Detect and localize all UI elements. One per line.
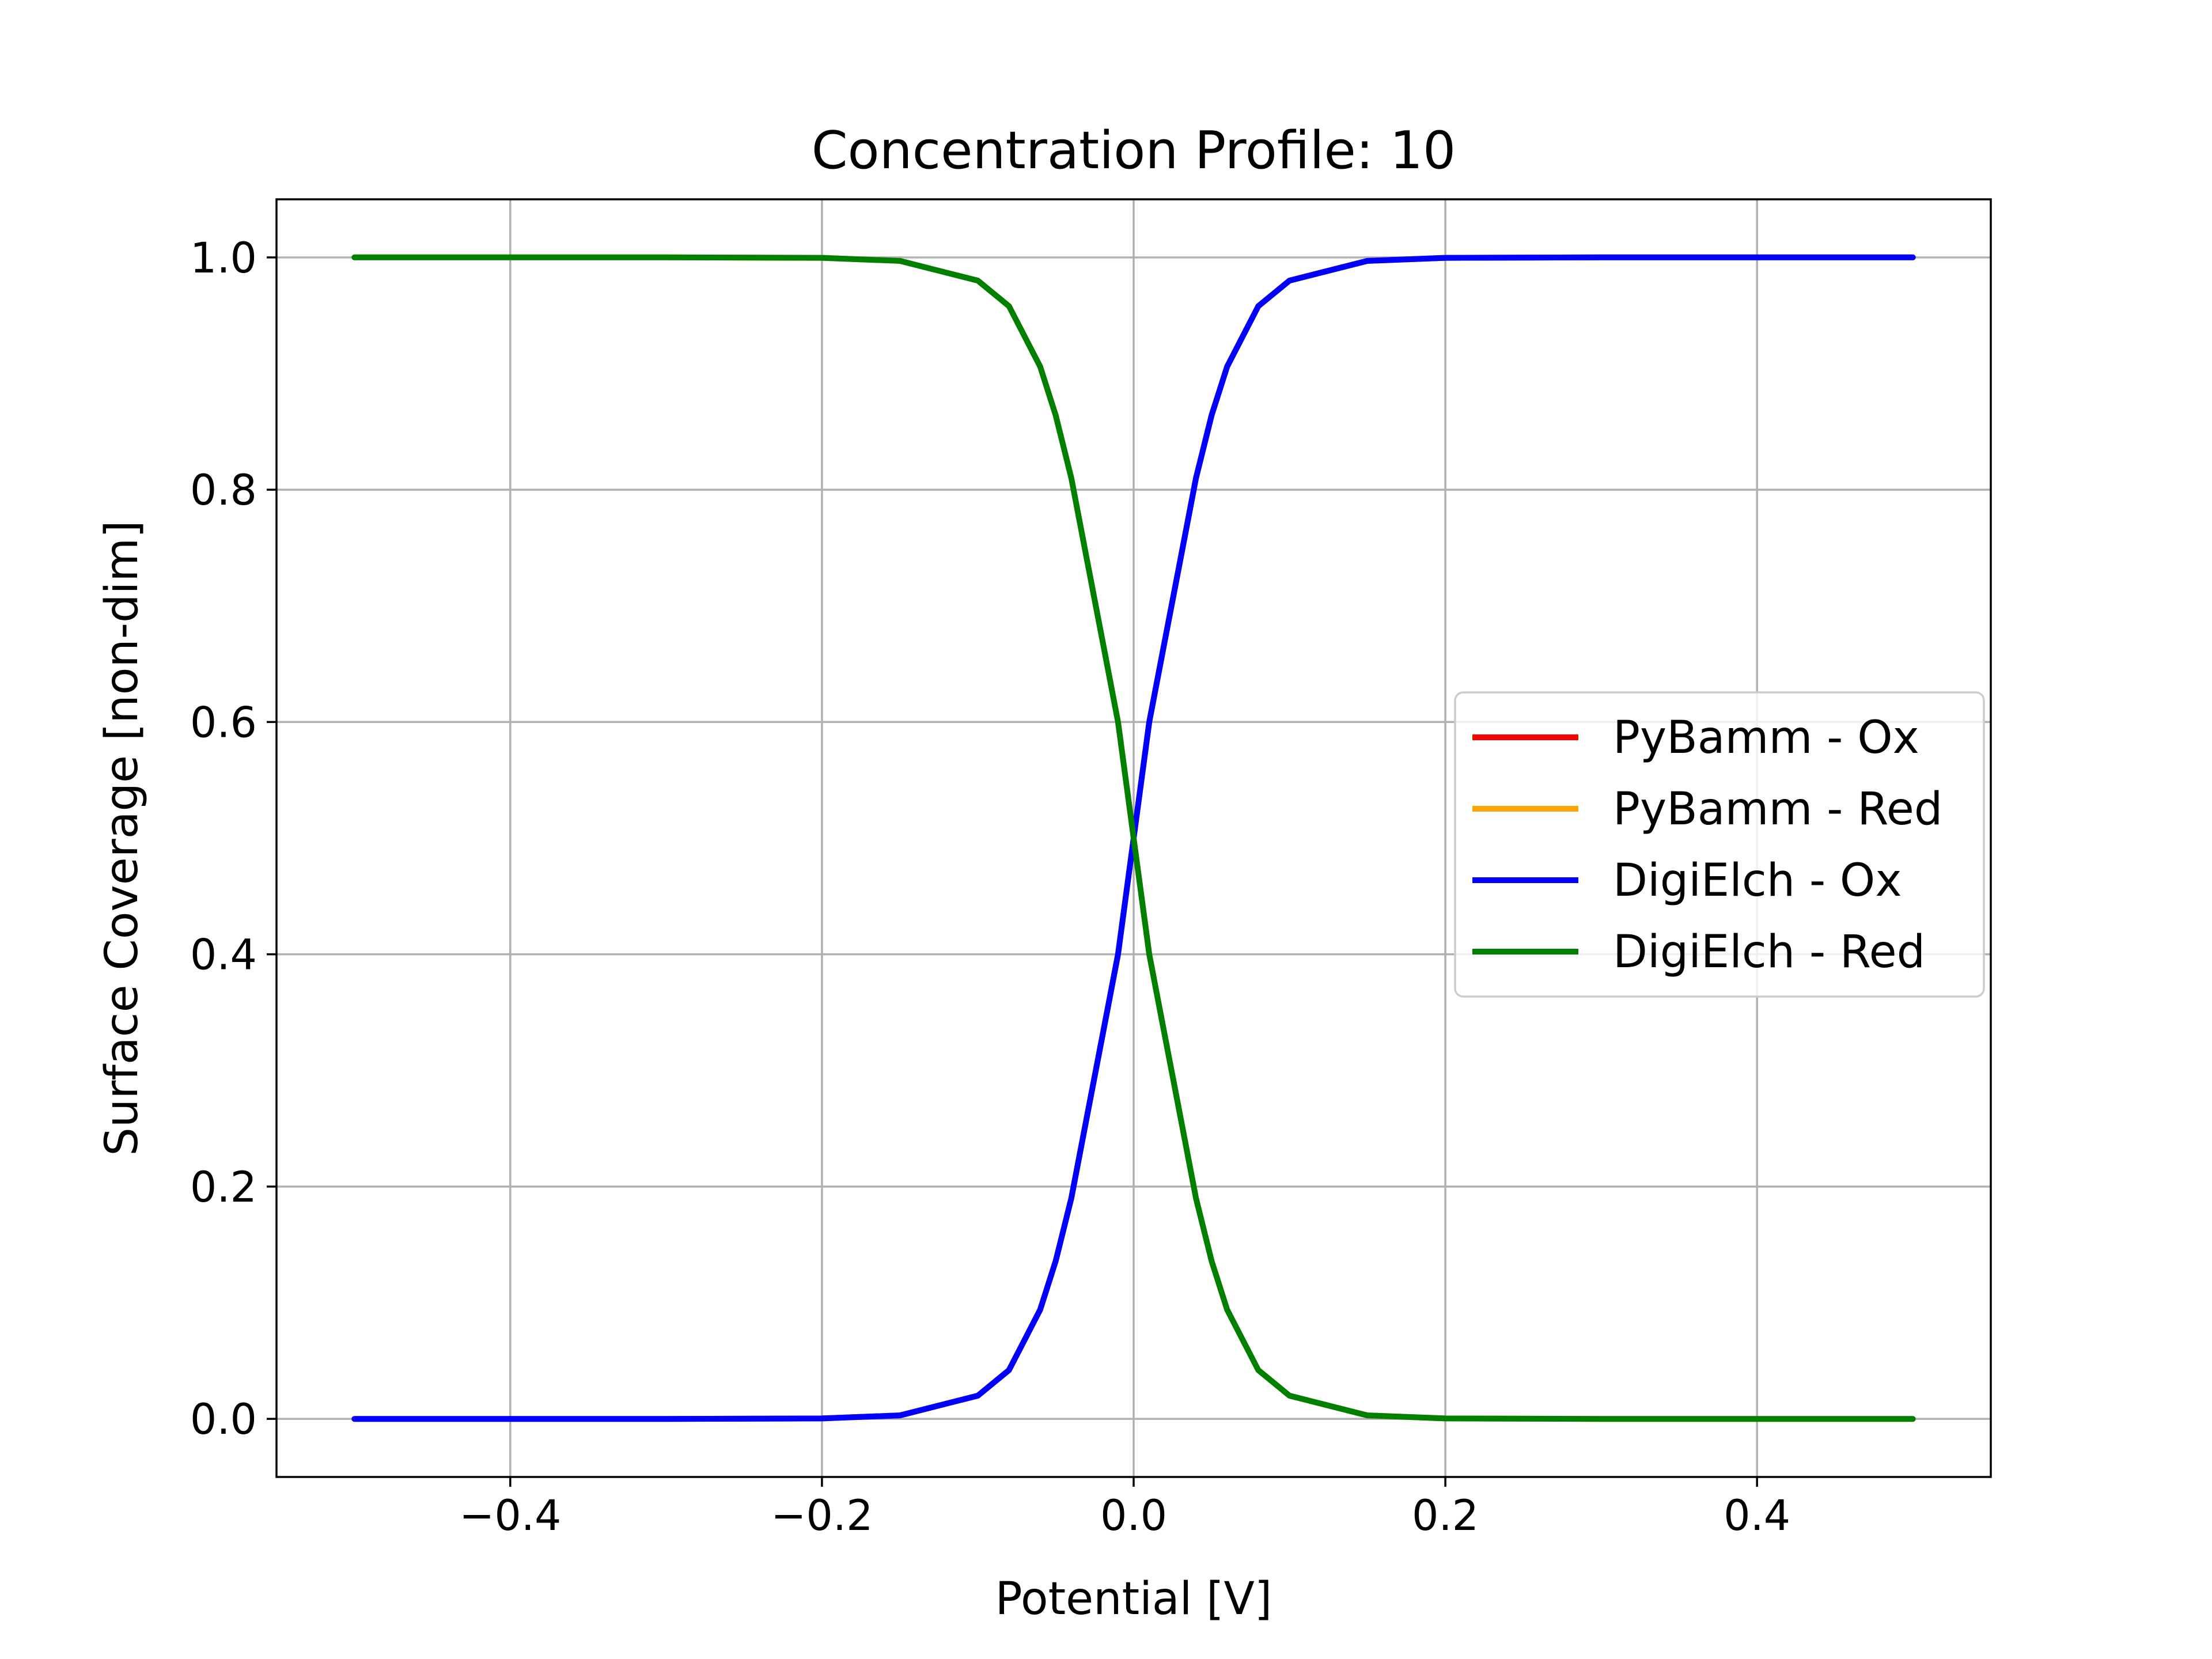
legend-label: PyBamm - Ox — [1613, 712, 1919, 764]
series-line-digielch-red — [351, 254, 1916, 1422]
legend-box — [1454, 691, 1985, 998]
y-tick-label: 0.0 — [190, 1395, 257, 1444]
y-tick-label: 0.4 — [190, 931, 257, 980]
y-tick-label: 0.6 — [190, 698, 257, 747]
x-tick-label: 0.2 — [1412, 1491, 1479, 1540]
legend-entries: PyBamm - Ox PyBamm - Red DigiElch - Ox Digi… — [1472, 712, 1942, 978]
y-axis-label: Surface Coverage [non-dim] — [96, 520, 148, 1156]
x-axis-label: Potential [V] — [995, 1573, 1272, 1625]
legend-label: DigiElch - Red — [1613, 926, 1925, 978]
y-axis-ticks: 0.0 0.2 0.4 0.6 0.8 1.0 — [190, 234, 276, 1444]
legend: PyBamm - Ox PyBamm - Red DigiElch - Ox Digi… — [1454, 691, 1985, 998]
chart-title: Concentration Profile: 10 — [812, 120, 1456, 181]
legend-label: DigiElch - Ox — [1613, 855, 1902, 907]
x-tick-label: 0.4 — [1724, 1491, 1790, 1540]
y-tick-label: 0.2 — [190, 1163, 257, 1212]
x-tick-label: 0.0 — [1100, 1491, 1167, 1540]
x-tick-label: −0.2 — [771, 1491, 873, 1540]
y-tick-label: 0.8 — [190, 466, 257, 515]
x-tick-label: −0.4 — [459, 1491, 561, 1540]
series-lines — [351, 254, 1916, 1422]
x-axis-ticks: −0.4 −0.2 0.0 0.2 0.4 — [459, 1477, 1790, 1540]
y-tick-label: 1.0 — [190, 234, 257, 283]
legend-label: PyBamm - Red — [1613, 783, 1942, 835]
